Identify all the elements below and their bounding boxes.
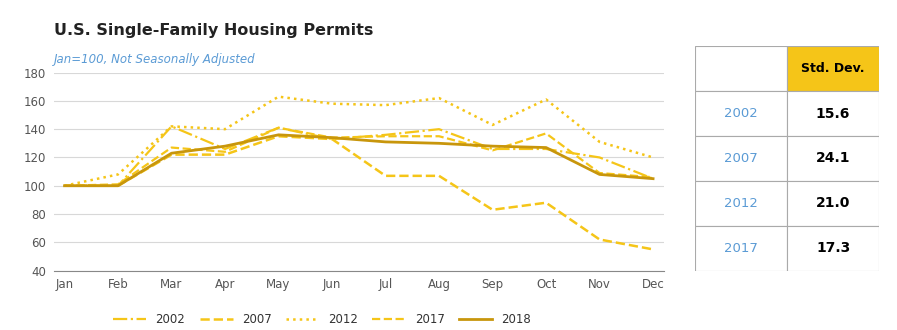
2017 [274,126,284,130]
Bar [787,46,879,91]
2012 [113,173,124,177]
2002 [487,147,498,151]
2018 [648,177,658,181]
2002 [380,133,391,137]
2002 [594,155,605,159]
2018 [59,184,70,188]
2002 [166,124,177,128]
2017 [380,134,391,138]
2007 [541,201,552,205]
2007 [380,174,391,178]
Text: 24.1: 24.1 [816,151,850,165]
Line: 2018: 2018 [65,135,653,186]
2007 [327,137,337,141]
2017 [113,182,124,186]
2017 [166,146,177,149]
2018 [541,146,552,149]
Line: 2007: 2007 [65,136,653,249]
2017 [59,184,70,188]
2002 [541,147,552,151]
2007 [113,184,124,188]
2002 [59,184,70,188]
2017 [648,175,658,179]
2012 [220,127,231,131]
2017 [541,131,552,135]
2017 [433,134,444,138]
2007 [274,134,284,138]
Bar [695,136,787,181]
Line: 2012: 2012 [65,97,653,186]
2012 [594,140,605,144]
2018 [327,136,337,140]
Bar [695,226,787,271]
2002 [327,137,337,141]
2018 [487,144,498,148]
2018 [594,173,605,177]
2017 [220,150,231,154]
Text: Jan=100, Not Seasonally Adjusted: Jan=100, Not Seasonally Adjusted [54,53,256,66]
Bar [787,136,879,181]
Legend: 2002, 2007, 2012, 2017, 2018: 2002, 2007, 2012, 2017, 2018 [109,308,536,330]
Text: 21.0: 21.0 [816,196,850,210]
Bar [695,46,787,91]
Bar [695,91,787,136]
Text: U.S. Single-Family Housing Permits: U.S. Single-Family Housing Permits [54,23,373,38]
2018 [113,184,124,188]
Line: 2017: 2017 [65,128,653,186]
2007 [433,174,444,178]
2017 [487,148,498,152]
Line: 2002: 2002 [65,126,653,186]
2018 [380,140,391,144]
Text: Std. Dev.: Std. Dev. [801,62,865,75]
2012 [166,124,177,128]
2012 [59,184,70,188]
2018 [274,133,284,137]
2007 [166,153,177,157]
2017 [327,136,337,140]
Text: 17.3: 17.3 [816,241,850,255]
2018 [220,144,231,148]
2012 [327,102,337,106]
2007 [594,238,605,242]
2017 [594,171,605,175]
2002 [433,127,444,131]
Text: 2012: 2012 [724,197,758,210]
Text: 2002: 2002 [724,107,758,120]
2002 [274,126,284,130]
Bar [787,181,879,226]
Bar [787,226,879,271]
2012 [541,97,552,101]
2012 [433,96,444,100]
2007 [648,248,658,251]
2018 [433,141,444,145]
2012 [380,103,391,107]
2012 [487,123,498,127]
Text: 15.6: 15.6 [816,107,850,120]
2012 [274,95,284,99]
Text: 2017: 2017 [724,242,758,255]
2002 [648,177,658,181]
Bar [787,91,879,136]
2007 [487,208,498,212]
2007 [59,184,70,188]
2007 [220,153,231,157]
2018 [166,151,177,155]
2002 [113,184,124,188]
2002 [220,147,231,151]
2012 [648,155,658,159]
Text: 2007: 2007 [724,152,758,165]
Bar [695,181,787,226]
